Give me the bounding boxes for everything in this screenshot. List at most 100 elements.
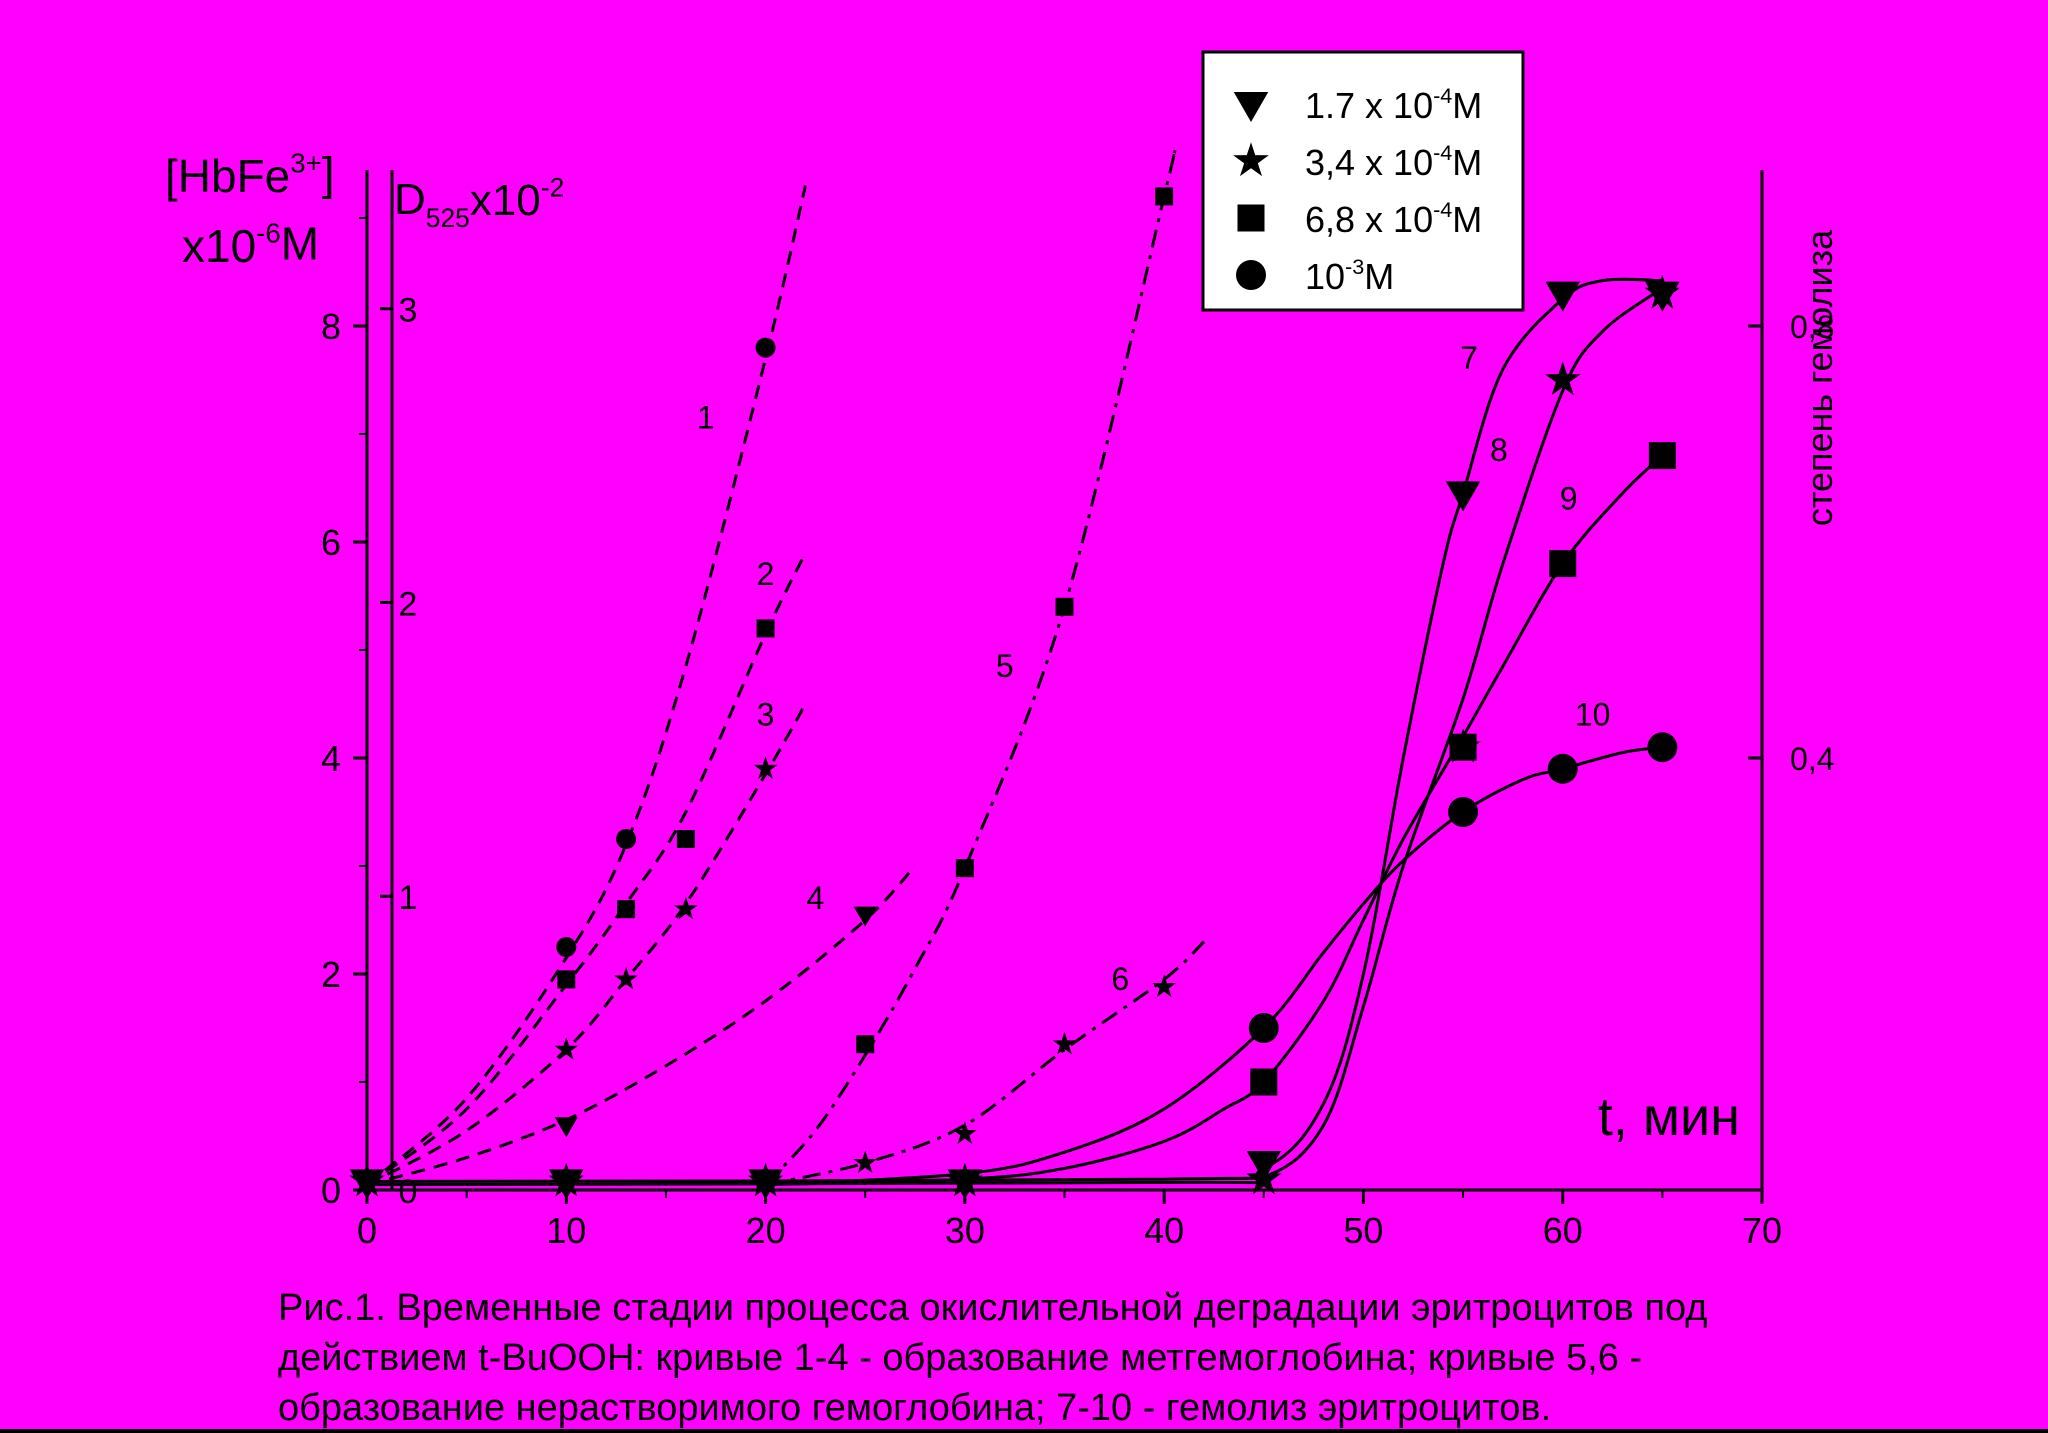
marker-circle-series-10: [1547, 753, 1578, 784]
series-label-7: 7: [1460, 340, 1478, 376]
left-y-tick-label: 0: [321, 1170, 341, 1211]
right-y-tick-label: 0,8: [1790, 309, 1834, 345]
marker-star-series-6: [853, 1150, 878, 1174]
curve-6: [765, 940, 1206, 1187]
caption-line: действием t-BuOOH: кривые 1-4 - образова…: [278, 1337, 1643, 1379]
axis-labels: [HbFe3+] x10-6M D525x10-2 степень гемолиза t…: [165, 148, 1840, 1147]
marker-star-series-6: [1152, 974, 1177, 998]
left-y-tick-label: 6: [321, 522, 341, 563]
x-tick-label: 10: [546, 1210, 586, 1251]
inner-y-tick-label: 2: [399, 585, 418, 623]
figure-caption: Рис.1. Временные стадии процесса окислит…: [278, 1283, 1878, 1433]
marker-star-series-8: [349, 1162, 385, 1197]
inner-y-tick-label: 1: [399, 879, 418, 917]
legend-entry-label: 3,4 x 10-4M: [1305, 140, 1482, 183]
curve-4: [366, 864, 917, 1187]
marker-star-series-8: [747, 1162, 784, 1197]
curve-3: [366, 703, 807, 1186]
left-y-axis-title: [HbFe3+]: [165, 148, 335, 202]
markers: [349, 187, 1681, 1200]
x-tick-label: 70: [1742, 1210, 1782, 1251]
marker-square-series-9: [1549, 550, 1577, 578]
x-tick-label: 30: [945, 1210, 985, 1251]
curve-7: [366, 277, 1663, 1183]
marker-star-series-8: [548, 1162, 585, 1197]
inner-y-axis-title: D525x10-2: [394, 173, 564, 233]
left-y-tick-label: 4: [321, 738, 341, 779]
marker-square-series-2: [617, 900, 636, 919]
marker-star-series-3: [614, 966, 638, 990]
series-label-6: 6: [1111, 961, 1129, 997]
legend-entry-label: 6,8 x 10-4M: [1305, 197, 1482, 240]
marker-square-series-9: [1250, 1068, 1278, 1096]
x-tick-label: 60: [1543, 1210, 1583, 1251]
x-tick-label: 50: [1343, 1210, 1383, 1251]
series-label-8: 8: [1490, 432, 1508, 468]
marker-square-series-2: [676, 830, 695, 848]
left-y-tick-label: 8: [321, 306, 341, 347]
marker-circle-series-1: [616, 829, 637, 849]
legend-entry-label: 10-3M: [1305, 254, 1394, 297]
marker-star-series-3: [554, 1037, 579, 1060]
right-y-axis-title: степень гемолиза: [1799, 229, 1840, 526]
marker-triangle-down-series-7: [1545, 281, 1580, 312]
marker-star-series-8: [1644, 274, 1681, 309]
series-label-9: 9: [1560, 481, 1578, 517]
series-label-4: 4: [806, 880, 824, 916]
curve-10: [765, 745, 1663, 1187]
marker-square-series-9: [1449, 733, 1477, 761]
marker-square-series-9: [1648, 442, 1676, 470]
series-label-1: 1: [697, 400, 715, 436]
right-y-tick-label: 0,4: [1790, 741, 1834, 777]
marker-square-series-2: [756, 619, 775, 638]
marker-circle-series-10: [1248, 1013, 1279, 1043]
legend-marker-circle: [1236, 260, 1266, 290]
legend-marker-star: [1233, 142, 1269, 177]
caption-line: Рис.1. Временные стадии процесса окислит…: [278, 1287, 1708, 1329]
series-label-2: 2: [757, 556, 775, 592]
legend-marker-triangle-down: [1233, 92, 1269, 122]
curves: [366, 147, 1664, 1187]
curve-9: [765, 454, 1664, 1187]
marker-star-series-6: [952, 1121, 977, 1144]
marker-star-series-8: [1544, 361, 1581, 396]
series-labels: 1 2 3 4 5 6 7 8 9 10: [697, 340, 1611, 997]
x-tick-label: 0: [357, 1210, 377, 1251]
axes: 0 10 20 30 40 50 60 70 0 2 4 6 8 0 1 2 3 0,4 0,8: [321, 170, 1834, 1251]
marker-star-series-3: [673, 896, 698, 920]
left-y-axis-unit: x10-6M: [182, 218, 319, 272]
legend-marker-square: [1237, 204, 1265, 232]
x-axis-title: t, мин: [1598, 1087, 1740, 1147]
marker-square-series-5: [955, 859, 974, 878]
marker-star-series-8: [1245, 1160, 1282, 1195]
curve-8: [366, 286, 1664, 1187]
curve-1: [366, 185, 807, 1186]
left-y-tick-label: 2: [321, 954, 341, 995]
marker-circle-series-1: [556, 937, 577, 957]
marker-star-series-3: [753, 756, 778, 779]
series-label-3: 3: [757, 697, 775, 733]
marker-square-series-5: [1055, 597, 1074, 616]
curve-2: [366, 552, 807, 1186]
marker-square-series-5: [856, 1035, 875, 1054]
legend: 1.7 x 10-4M 3,4 x 10-4M 6,8 x 10-4M 10-3M: [1201, 50, 1525, 312]
inner-y-tick-label: 0: [399, 1173, 418, 1211]
marker-circle-series-10: [1448, 797, 1479, 827]
caption-line: образование нерастворимого гемоглобина; …: [278, 1387, 1552, 1429]
marker-star-series-8: [947, 1162, 983, 1197]
marker-triangle-down-series-7: [1445, 481, 1481, 512]
series-label-10: 10: [1575, 697, 1611, 733]
x-tick-label: 40: [1144, 1210, 1184, 1251]
marker-triangle-down-series-4: [554, 1117, 578, 1138]
marker-star-series-6: [1052, 1031, 1077, 1055]
x-tick-label: 20: [746, 1210, 786, 1251]
marker-square-series-5: [1155, 187, 1174, 206]
legend-entry-label: 1.7 x 10-4M: [1305, 83, 1482, 126]
marker-circle-series-1: [755, 337, 776, 358]
marker-square-series-2: [557, 970, 576, 989]
inner-y-tick-label: 3: [399, 292, 418, 330]
marker-circle-series-10: [1647, 732, 1678, 763]
marker-triangle-down-series-4: [853, 906, 877, 927]
